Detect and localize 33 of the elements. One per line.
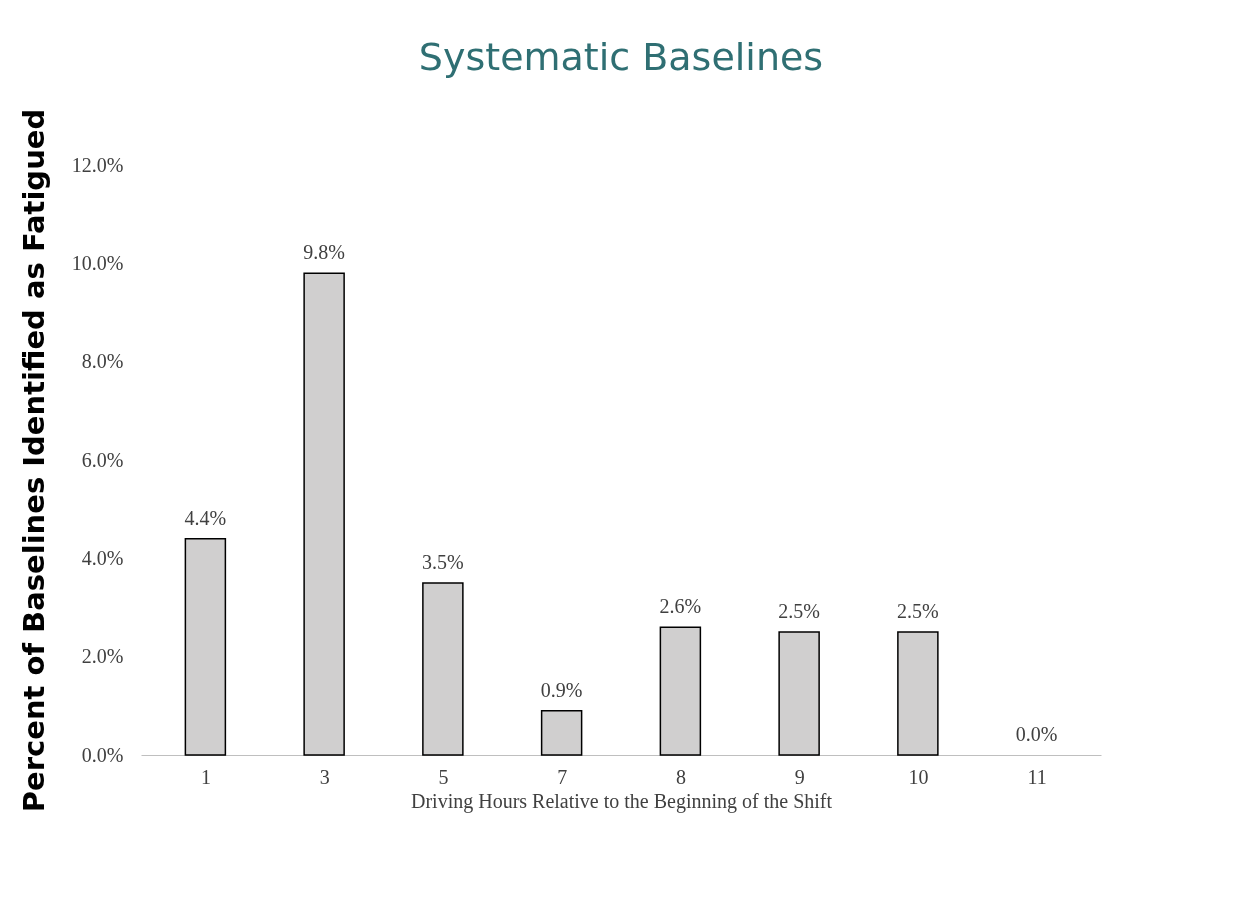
data-label: 3.5% [422, 550, 464, 573]
data-label: 2.6% [659, 595, 702, 618]
data-label: 0.9% [540, 678, 583, 701]
x-tick-label: 7 [557, 765, 568, 788]
data-label: 2.5% [778, 600, 820, 623]
x-tick-label: 10 [908, 765, 929, 788]
y-tick-label: 12.0% [71, 153, 124, 176]
data-label: 9.8% [303, 241, 345, 264]
x-tick-label: 3 [319, 765, 330, 788]
bar [540, 710, 583, 756]
bar [422, 582, 464, 756]
y-axis-title: Percent of Baselines Identified as Fatigued [16, 108, 51, 813]
bar [184, 537, 227, 756]
chart-title: Systematic Baselines [418, 35, 824, 80]
x-tick-label: 8 [675, 765, 686, 788]
y-tick-label: 4.0% [81, 546, 124, 569]
y-tick-label: 8.0% [81, 350, 124, 373]
x-tick-label: 9 [794, 765, 805, 788]
x-axis-title: Driving Hours Relative to the Beginning of the Shift [410, 789, 833, 813]
y-tick-label: 2.0% [81, 645, 124, 668]
bar [303, 272, 345, 756]
y-tick-label: 6.0% [81, 448, 124, 471]
data-label: 0.0% [1015, 723, 1058, 745]
x-tick-label: 1 [200, 765, 211, 788]
bar [659, 626, 702, 756]
y-tick-label: 10.0% [71, 251, 124, 274]
bar [897, 631, 939, 756]
bar [778, 631, 820, 756]
x-tick-label: 5 [438, 765, 449, 788]
data-label: 2.5% [897, 600, 939, 623]
data-label: 4.4% [184, 506, 227, 529]
x-tick-label: 11 [1027, 765, 1047, 788]
y-tick-label: 0.0% [81, 743, 124, 766]
